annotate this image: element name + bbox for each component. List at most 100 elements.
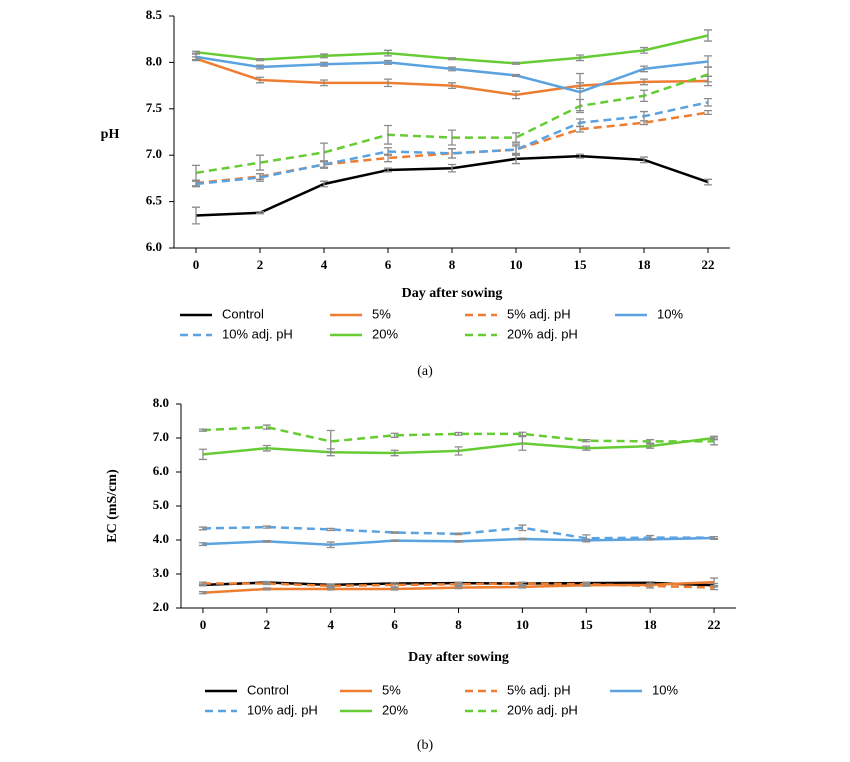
error-bar — [704, 29, 712, 42]
error-bar — [710, 584, 719, 591]
series-line — [202, 582, 715, 589]
error-bar — [384, 167, 392, 173]
error-bar — [454, 582, 463, 587]
error-bar — [384, 78, 392, 88]
legend-label: 20% — [382, 702, 408, 717]
x-tick-label: 10 — [516, 617, 529, 632]
legend-label: 5% — [382, 682, 401, 697]
error-bar — [518, 431, 527, 437]
error-bar — [640, 110, 648, 122]
error-bar — [262, 540, 271, 543]
error-bar — [448, 129, 456, 146]
error-bar — [518, 581, 527, 586]
error-bar — [518, 537, 527, 541]
y-tick-label: 4.0 — [153, 531, 169, 546]
error-bar — [710, 437, 719, 446]
error-bar — [454, 431, 463, 436]
error-bar — [192, 50, 200, 54]
error-bar — [454, 540, 463, 543]
error-bar — [448, 163, 456, 173]
error-bar — [640, 89, 648, 103]
series-line — [202, 425, 715, 443]
legend-label: 20% — [372, 326, 398, 341]
error-bar — [326, 527, 335, 532]
error-bar — [262, 581, 271, 586]
series-line — [195, 57, 709, 97]
error-bar — [518, 524, 527, 532]
error-bar — [582, 582, 591, 586]
error-bar — [704, 178, 712, 186]
error-bar — [448, 82, 456, 90]
series-line — [195, 111, 709, 185]
y-tick-label: 7.5 — [146, 100, 163, 115]
error-bar — [384, 147, 392, 156]
error-bar — [512, 143, 520, 156]
legend-label: Control — [247, 682, 289, 697]
error-bar — [320, 180, 328, 188]
error-bar — [256, 64, 264, 70]
error-bar — [262, 444, 271, 452]
y-tick-label: 3.0 — [153, 565, 169, 580]
x-tick-label: 18 — [638, 257, 652, 272]
x-tick-label: 8 — [455, 617, 462, 632]
error-bar — [384, 59, 392, 65]
error-bar — [192, 53, 200, 61]
error-bar — [384, 124, 392, 145]
error-bar — [262, 424, 271, 430]
legend-label: 10% adj. pH — [247, 702, 318, 717]
legend-label: Control — [222, 306, 264, 321]
x-tick-label: 8 — [449, 257, 456, 272]
error-bar — [384, 49, 392, 57]
error-bar — [512, 90, 520, 100]
y-tick-label: 5.0 — [153, 497, 169, 512]
error-bar — [390, 582, 399, 588]
error-bar — [320, 61, 328, 67]
error-bar — [454, 532, 463, 536]
error-bar — [326, 587, 335, 591]
error-bar — [576, 98, 584, 114]
legend-label: 20% adj. pH — [507, 702, 578, 717]
error-bar — [646, 443, 655, 449]
legend-label: 10% — [652, 682, 678, 697]
error-bar — [454, 585, 463, 590]
y-tick-label: 8.0 — [146, 53, 162, 68]
error-bar — [640, 65, 648, 73]
y-tick-label: 2.0 — [153, 599, 169, 614]
error-bar — [646, 439, 655, 444]
y-tick-label: 6.0 — [153, 463, 169, 478]
legend-label: 5% adj. pH — [507, 306, 571, 321]
error-bar — [198, 526, 207, 531]
y-axis-label: EC (mS/cm) — [105, 469, 120, 543]
error-bar — [518, 435, 527, 451]
x-tick-label: 22 — [702, 257, 715, 272]
error-bar — [640, 46, 648, 54]
error-bar — [646, 534, 655, 541]
error-bar — [576, 118, 584, 128]
y-tick-label: 7.0 — [153, 429, 169, 444]
error-bar — [710, 535, 719, 540]
error-bar — [320, 142, 328, 163]
x-axis-label: Day after sowing — [402, 286, 503, 301]
error-bar — [576, 153, 584, 159]
x-axis-label: Day after sowing — [408, 650, 509, 665]
legend-label: 5% adj. pH — [507, 682, 571, 697]
x-tick-label: 15 — [574, 257, 588, 272]
y-tick-label: 8.0 — [153, 395, 169, 410]
error-bar — [198, 542, 207, 547]
legend-label: 10% — [657, 306, 683, 321]
error-bar — [256, 154, 264, 171]
legend-label: 5% — [372, 306, 391, 321]
y-tick-label: 8.5 — [146, 7, 163, 22]
caption: (b) — [417, 738, 434, 753]
error-bar — [454, 446, 463, 456]
error-bar — [256, 211, 264, 215]
error-bar — [198, 448, 207, 461]
error-bar — [262, 525, 271, 529]
error-bar — [198, 581, 207, 586]
series-line — [195, 101, 709, 186]
error-bar — [512, 61, 520, 65]
error-bar — [192, 180, 200, 188]
x-tick-label: 22 — [708, 617, 721, 632]
